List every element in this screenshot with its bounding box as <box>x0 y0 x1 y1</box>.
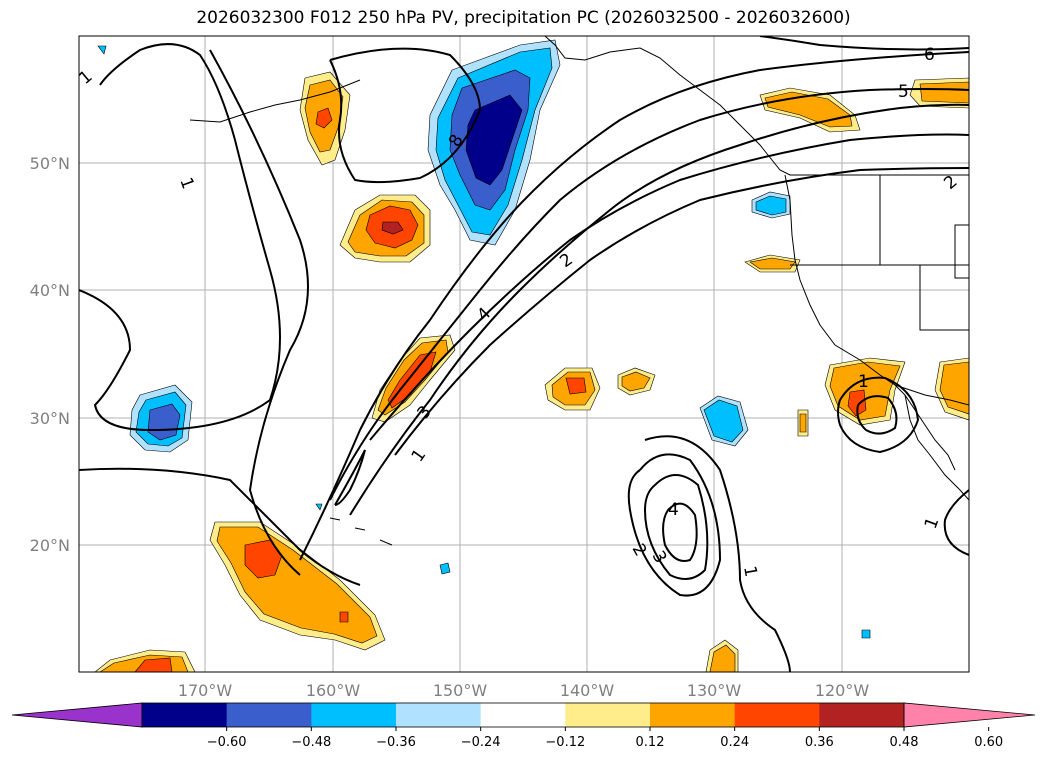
colorbar-tick-label: 0.48 <box>890 735 919 750</box>
coast-alaska <box>544 36 969 176</box>
colorbar-segment <box>311 703 397 727</box>
contour-outer-north <box>209 49 309 576</box>
colorbar-segment <box>396 703 482 727</box>
contour-jet-5 <box>299 51 969 561</box>
contour-label: 1 <box>921 515 943 532</box>
border-mexico <box>894 384 969 406</box>
precip-blob-pos-central-4 <box>381 221 404 235</box>
contour-label: 6 <box>924 45 935 65</box>
lat-label-50n: 50°N <box>30 154 70 173</box>
contour-socal-inner <box>856 395 898 435</box>
lat-label-40n: 40°N <box>30 281 70 300</box>
contour-label: 4 <box>668 500 679 520</box>
precip-blob-pos-tiny-1b <box>799 413 807 433</box>
contour-label: 1 <box>858 372 869 392</box>
precip-blob-pos-top-right-2 <box>919 81 969 104</box>
contour-closed-center <box>329 47 482 184</box>
coast-baja <box>904 394 956 471</box>
colorbar-tick-label: −0.60 <box>207 735 247 750</box>
contour-jet-3 <box>349 103 969 516</box>
precip-blob-neg-small-2 <box>703 399 744 443</box>
contour-south-loop-3 <box>643 474 709 580</box>
colorbar-tick-label: −0.24 <box>461 735 501 750</box>
map-area: 1 1 2 3 4 5 6 8 1 2 3 4 1 1 1 2 <box>79 36 969 672</box>
contour-label: 3 <box>648 548 671 567</box>
coast-hawaii <box>329 517 393 546</box>
precip-blob-pos-diagonal-3 <box>387 351 437 409</box>
map-frame <box>78 35 970 673</box>
colorbar-tick-label: 0.36 <box>805 735 834 750</box>
contour-label: 1 <box>175 175 197 192</box>
precip-blob-pos-small-1c <box>565 377 587 395</box>
precip-blob-neg-coast-2 <box>755 195 787 216</box>
colorbar-extend-high <box>903 702 1036 728</box>
contour-6-top <box>759 36 969 51</box>
coast-aleutians <box>189 79 361 123</box>
lon-label-150w: 150°W <box>433 681 488 700</box>
coast-wedge <box>954 224 969 279</box>
colorbar: −0.60 −0.48 −0.36 −0.24 −0.12 0.12 0.24 0.36 0.4… <box>11 702 1036 750</box>
lon-labels: 170°W 160°W 150°W 140°W 130°W 120°W <box>178 681 870 700</box>
lat-label-20n: 20°N <box>30 536 70 555</box>
contour-label: 1 <box>408 446 431 466</box>
contour-label: 2 <box>556 250 576 273</box>
precip-blob-pos-small-2b <box>621 371 651 392</box>
colorbar-tick-label: −0.12 <box>545 735 585 750</box>
map-title: 2026032300 F012 250 hPa PV, precipitatio… <box>196 8 851 28</box>
colorbar-segment <box>226 703 312 727</box>
contour-jet-1 <box>369 133 969 441</box>
colorbar-tick-label: 0.12 <box>636 735 665 750</box>
precip-blob-pos-bottom-center-2 <box>709 644 736 672</box>
contour-label: 2 <box>628 541 651 560</box>
colorbar-tick-label: −0.36 <box>376 735 416 750</box>
lat-label-30n: 30°N <box>30 409 70 428</box>
coastlines <box>189 36 969 546</box>
lon-label-130w: 130°W <box>687 681 742 700</box>
precip-anomalies <box>94 39 969 672</box>
precip-blob-neg-tiny-3 <box>97 45 107 55</box>
colorbar-segment <box>480 703 566 727</box>
colorbar-segment <box>819 703 905 727</box>
precip-blob-pos-socal-3 <box>847 389 867 417</box>
contour-south-loop-4 <box>662 502 698 562</box>
contour-right-bottom <box>943 489 969 556</box>
contour-4-small <box>334 449 366 506</box>
pv-contours <box>79 36 969 672</box>
colorbar-segment <box>734 703 820 727</box>
lon-label-160w: 160°W <box>306 681 361 700</box>
precip-blob-pos-aleutian-3 <box>315 107 333 129</box>
lon-label-120w: 120°W <box>815 681 870 700</box>
precip-blob-neg-tiny-2 <box>861 629 871 639</box>
lon-label-140w: 140°W <box>560 681 615 700</box>
colorbar-segment <box>650 703 736 727</box>
colorbar-segment <box>565 703 651 727</box>
lon-label-170w: 170°W <box>178 681 233 700</box>
coast-west-us <box>784 174 969 501</box>
border-state <box>879 175 969 331</box>
precip-blob-pos-pnw-2 <box>764 91 853 128</box>
contour-jet-2 <box>394 167 969 456</box>
colorbar-tick-label: −0.48 <box>291 735 331 750</box>
colorbar-extend-low <box>11 702 143 728</box>
contour-socal-loop <box>837 376 920 454</box>
precip-blob-neg-west-3 <box>147 403 181 441</box>
precip-blob-pos-southwest-4 <box>339 611 349 623</box>
colorbar-tick-label: 0.60 <box>974 735 1003 750</box>
lat-labels: 20°N 30°N 40°N 50°N <box>30 154 70 555</box>
colorbar-tick-label: 0.24 <box>720 735 749 750</box>
precip-blob-neg-tiny-4 <box>315 503 323 511</box>
precip-blob-pos-bottom-left-3 <box>134 657 173 672</box>
contour-label: 1 <box>739 564 761 578</box>
contour-jet-4 <box>329 88 969 501</box>
colorbar-frame <box>141 702 905 728</box>
contour-1-west <box>79 43 281 432</box>
precip-blob-pos-right-edge-2 <box>939 361 969 415</box>
contour-south-loop-2 <box>627 453 722 597</box>
precip-blob-neg-tiny-1 <box>439 562 451 575</box>
contour-south-loop-1 <box>644 435 791 672</box>
contour-label: 5 <box>898 82 909 102</box>
colorbar-segment <box>142 703 228 727</box>
